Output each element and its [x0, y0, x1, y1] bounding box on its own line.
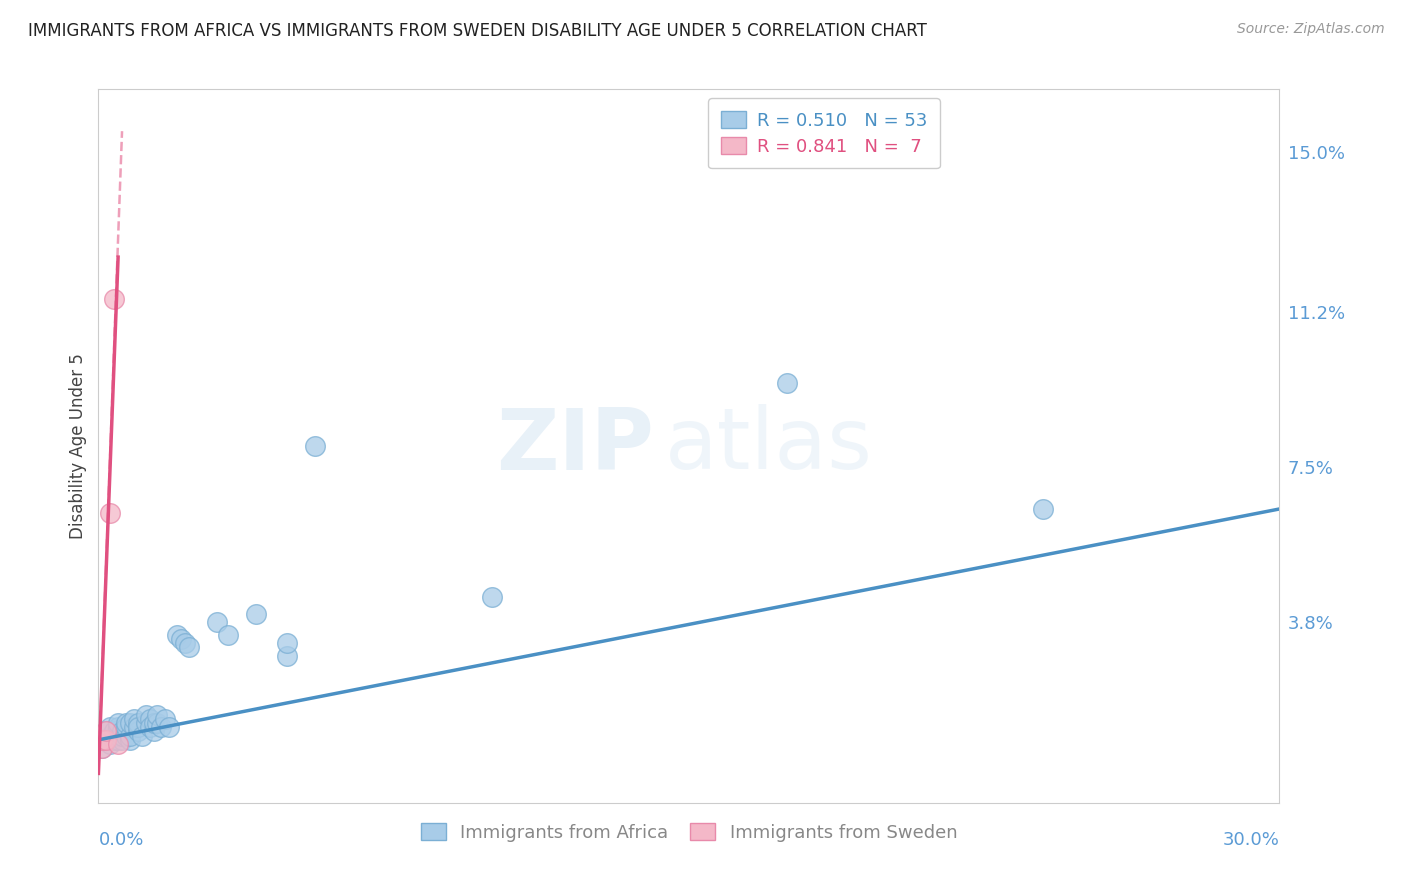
Point [135, 716, 157, 731]
Text: Source: ZipAtlas.com: Source: ZipAtlas.com [1237, 22, 1385, 37]
Point [98, 506, 121, 520]
Point [107, 729, 129, 743]
Point [217, 628, 239, 642]
Point [98, 720, 121, 734]
Point [96, 724, 118, 739]
Y-axis label: Disability Age Under 5: Disability Age Under 5 [69, 353, 87, 539]
Point [118, 729, 141, 743]
Point [127, 724, 149, 739]
Point [245, 607, 267, 621]
Point [107, 732, 129, 747]
Point [150, 720, 173, 734]
Point [91, 732, 114, 747]
Point [111, 729, 134, 743]
Point [174, 636, 197, 650]
Point [142, 716, 165, 731]
Point [96, 732, 118, 747]
Text: 0.0%: 0.0% [98, 831, 143, 849]
Point [115, 729, 138, 743]
Point [91, 741, 114, 756]
Point [103, 292, 125, 306]
Point [776, 376, 799, 390]
Point [98, 729, 121, 743]
Point [122, 720, 145, 734]
Point [170, 632, 193, 646]
Point [107, 737, 129, 751]
Point [146, 707, 169, 722]
Point [115, 716, 138, 731]
Text: ZIP: ZIP [496, 404, 654, 488]
Point [103, 729, 125, 743]
Point [138, 720, 160, 734]
Text: atlas: atlas [665, 404, 873, 488]
Point [1032, 502, 1054, 516]
Point [127, 720, 149, 734]
Point [115, 720, 138, 734]
Point [107, 716, 129, 731]
Point [276, 636, 298, 650]
Point [205, 615, 228, 630]
Point [127, 716, 149, 731]
Point [146, 716, 169, 731]
Point [155, 712, 177, 726]
Point [304, 439, 326, 453]
Point [157, 720, 180, 734]
Text: IMMIGRANTS FROM AFRICA VS IMMIGRANTS FROM SWEDEN DISABILITY AGE UNDER 5 CORRELAT: IMMIGRANTS FROM AFRICA VS IMMIGRANTS FRO… [28, 22, 927, 40]
Point [96, 724, 118, 739]
Point [118, 716, 141, 731]
Text: 30.0%: 30.0% [1223, 831, 1279, 849]
Point [177, 640, 200, 655]
Point [276, 648, 298, 663]
Point [138, 712, 160, 726]
Point [111, 732, 134, 747]
Point [91, 732, 114, 747]
Point [111, 724, 134, 739]
Point [135, 707, 157, 722]
Point [91, 741, 114, 756]
Point [103, 732, 125, 747]
Point [96, 732, 118, 747]
Point [107, 720, 129, 734]
Point [166, 628, 188, 642]
Point [131, 729, 153, 743]
Legend: Immigrants from Africa, Immigrants from Sweden: Immigrants from Africa, Immigrants from … [408, 810, 970, 855]
Point [103, 724, 125, 739]
Point [122, 712, 145, 726]
Point [481, 590, 503, 604]
Point [118, 732, 141, 747]
Point [98, 737, 121, 751]
Point [142, 724, 165, 739]
